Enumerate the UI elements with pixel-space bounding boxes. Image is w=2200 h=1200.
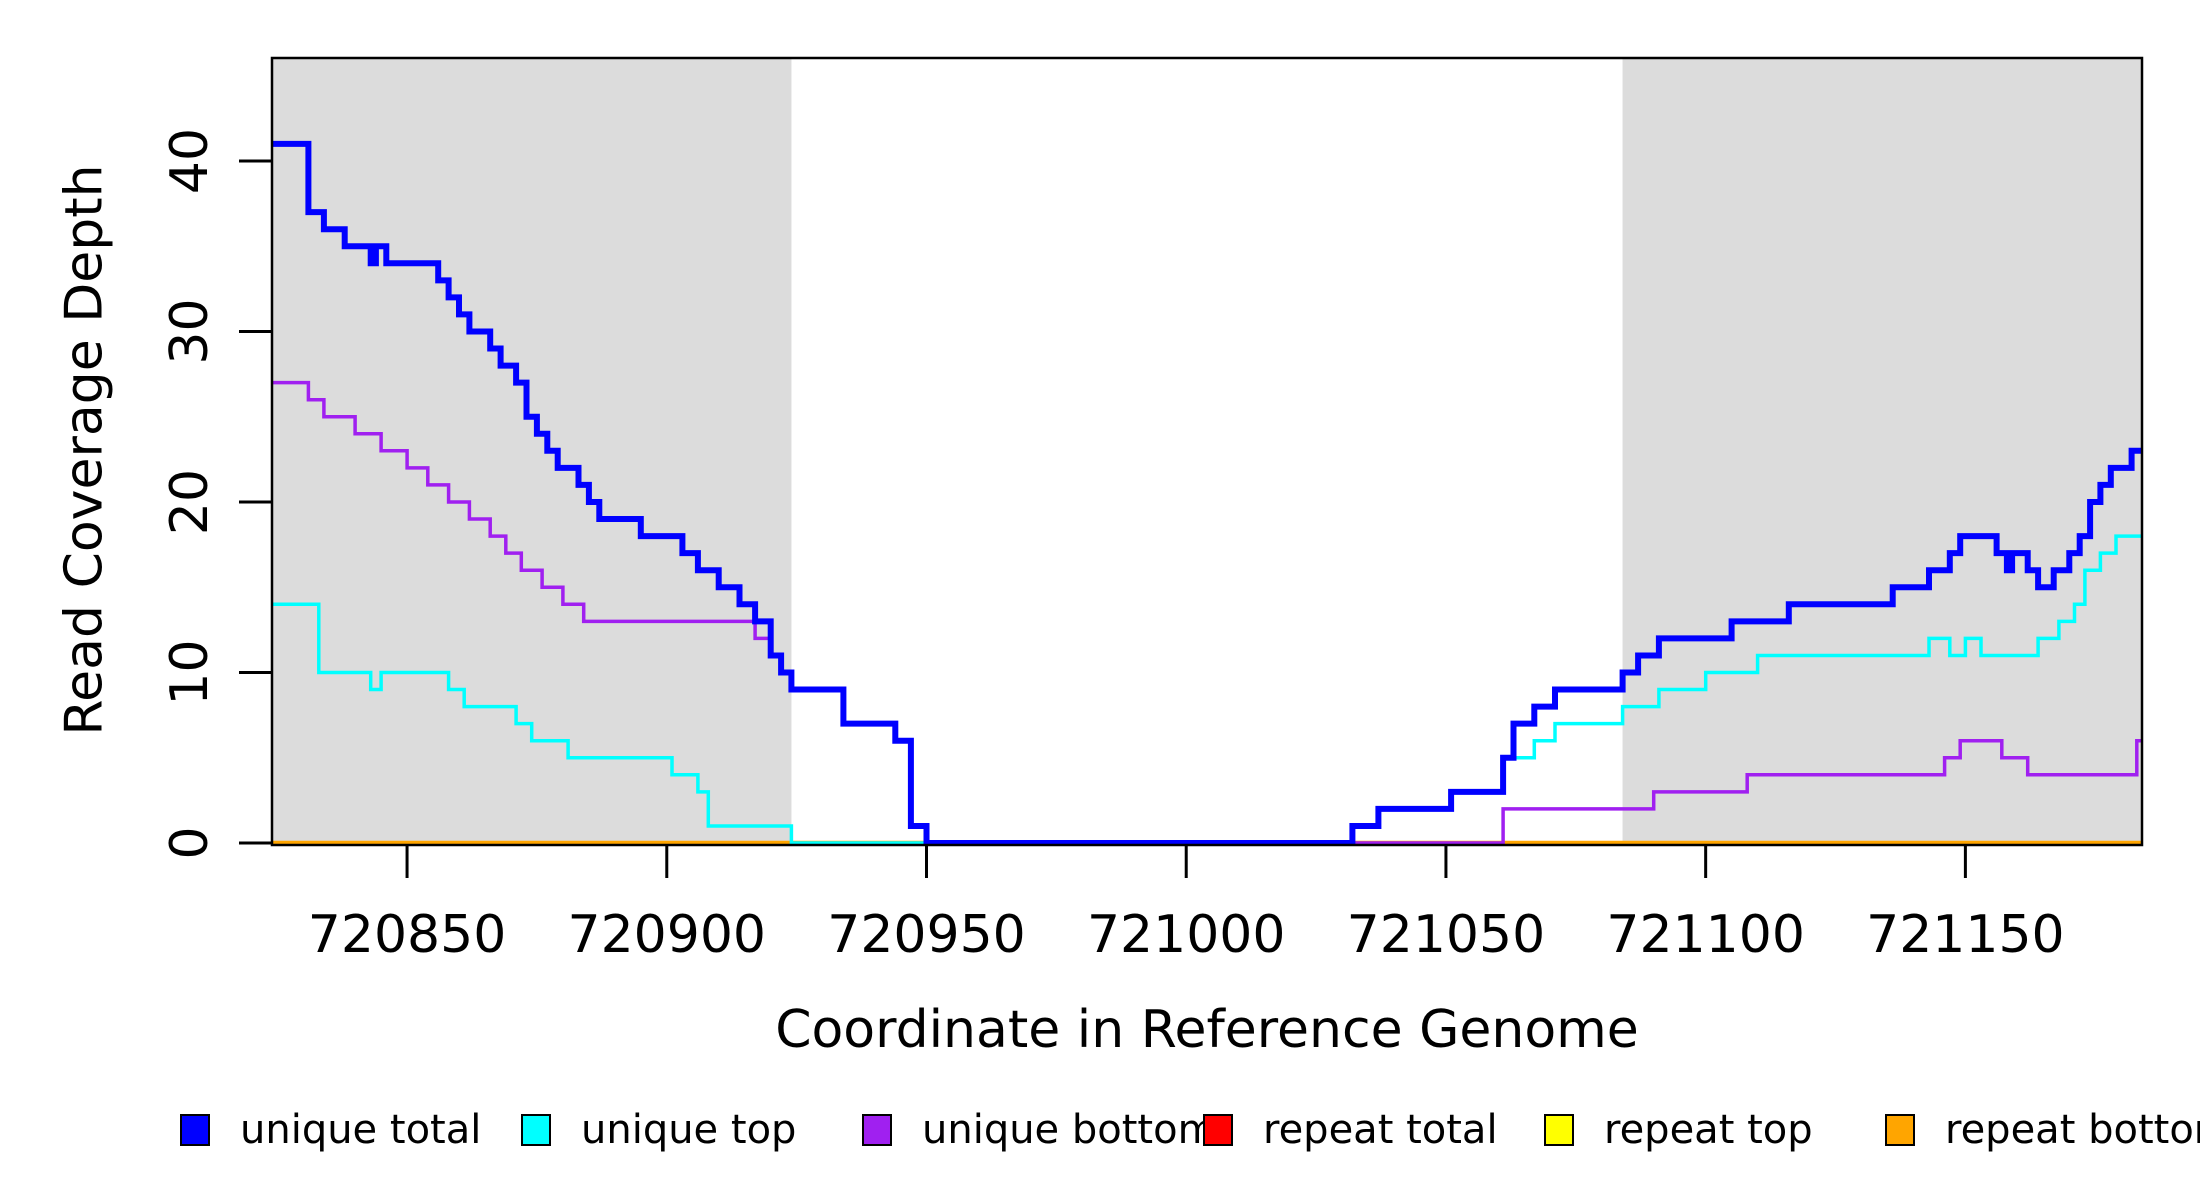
legend-label: unique top xyxy=(581,1107,797,1153)
highlight-band xyxy=(1622,58,2142,845)
legend-label: unique total xyxy=(240,1107,482,1153)
x-tick-label: 720850 xyxy=(308,905,507,965)
repeat-top-swatch-icon xyxy=(1544,1114,1574,1146)
legend-item-repeat-bottom: repeat bottom xyxy=(1885,1100,2200,1160)
legend: unique total unique top unique bottom re… xyxy=(0,1100,2200,1170)
x-tick-label: 721050 xyxy=(1347,905,1546,965)
y-tick-label: 40 xyxy=(160,128,220,194)
x-tick-label: 721000 xyxy=(1087,905,1286,965)
x-axis-title: Coordinate in Reference Genome xyxy=(775,1000,1639,1060)
legend-item-unique-total: unique total xyxy=(180,1100,481,1160)
legend-item-unique-bottom: unique bottom xyxy=(862,1100,1217,1160)
x-tick-label: 721100 xyxy=(1606,905,1805,965)
series-unique-total xyxy=(272,140,2142,845)
x-tick-label: 720900 xyxy=(568,905,767,965)
highlight-band xyxy=(272,58,792,845)
series-unique-bottom xyxy=(272,380,2142,845)
legend-label: repeat top xyxy=(1604,1107,1813,1153)
repeat-total-swatch-icon xyxy=(1203,1114,1233,1146)
unique-total-swatch-icon xyxy=(180,1114,210,1146)
x-tick-label: 720950 xyxy=(827,905,1026,965)
y-axis-title: Read Coverage Depth xyxy=(55,164,115,736)
unique-bottom-swatch-icon xyxy=(862,1114,892,1146)
unique-top-swatch-icon xyxy=(521,1114,551,1146)
y-tick-label: 20 xyxy=(160,469,220,535)
legend-label: unique bottom xyxy=(922,1107,1217,1153)
y-tick-label: 10 xyxy=(160,639,220,705)
y-tick-label: 30 xyxy=(160,298,220,364)
legend-item-repeat-total: repeat total xyxy=(1203,1100,1498,1160)
x-tick-label: 721150 xyxy=(1866,905,2065,965)
y-axis-title-wrap: Read Coverage Depth xyxy=(30,0,140,900)
legend-item-repeat-top: repeat top xyxy=(1544,1100,1813,1160)
legend-item-unique-top: unique top xyxy=(521,1100,796,1160)
plot-box xyxy=(270,56,2144,847)
legend-label: repeat total xyxy=(1263,1107,1498,1153)
legend-label: repeat bottom xyxy=(1945,1107,2200,1153)
y-tick-label: 0 xyxy=(160,826,220,859)
repeat-bottom-swatch-icon xyxy=(1885,1114,1915,1146)
series-unique-top xyxy=(272,534,2142,845)
